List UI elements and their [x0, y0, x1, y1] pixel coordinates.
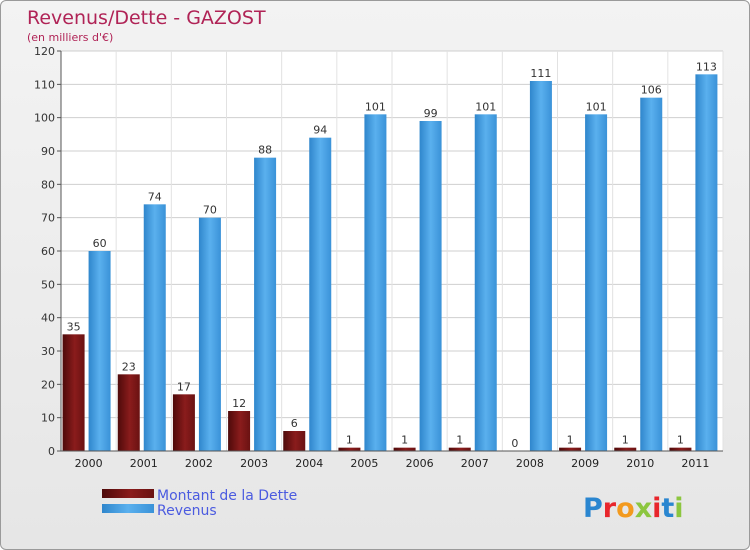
debt-value-label: 1 — [346, 434, 353, 447]
debt-value-label: 12 — [232, 397, 246, 410]
logo-letter: r — [603, 493, 617, 524]
grid-layer — [60, 50, 724, 452]
revenue-value-label: 106 — [641, 84, 662, 97]
debt-bar — [117, 374, 140, 451]
x-tick-label: 2009 — [571, 457, 599, 470]
y-tick-label: 110 — [34, 78, 55, 91]
revenue-value-label: 101 — [586, 100, 607, 113]
x-tick-label: 2000 — [75, 457, 103, 470]
y-tick-label: 50 — [41, 278, 55, 291]
debt-bar — [228, 411, 251, 451]
debt-value-label: 17 — [177, 380, 191, 393]
revenue-bar — [254, 157, 277, 451]
debt-bar — [283, 431, 306, 451]
y-tick-label: 0 — [48, 445, 55, 458]
legend-swatch-revenue — [102, 504, 154, 513]
revenue-bar — [198, 217, 221, 451]
debt-value-label: 1 — [677, 434, 684, 447]
debt-value-label: 6 — [291, 417, 298, 430]
debt-value-label: 1 — [567, 434, 574, 447]
y-tick-label: 20 — [41, 378, 55, 391]
legend-label-revenue: Revenus — [157, 503, 217, 519]
revenue-value-label: 94 — [313, 124, 327, 137]
debt-bar — [669, 447, 692, 451]
y-tick-label: 120 — [34, 45, 55, 58]
debt-value-label: 23 — [122, 360, 136, 373]
y-tick-label: 40 — [41, 312, 55, 325]
revenue-bar — [529, 81, 552, 451]
legend-label-debt: Montant de la Dette — [157, 488, 297, 504]
debt-bar — [62, 334, 85, 451]
y-tick-label: 80 — [41, 178, 55, 191]
y-tick-label: 100 — [34, 112, 55, 125]
x-tick-label: 2001 — [130, 457, 158, 470]
x-tick-label: 2002 — [185, 457, 213, 470]
y-tick-label: 60 — [41, 245, 55, 258]
revenue-value-label: 60 — [93, 237, 107, 250]
logo-letter: P — [583, 493, 603, 524]
chart-subtitle: (en milliers d'€) — [27, 31, 113, 44]
revenue-value-label: 70 — [203, 204, 217, 217]
debt-bar — [559, 447, 582, 451]
revenue-value-label: 101 — [475, 100, 496, 113]
x-tick-label: 2008 — [516, 457, 544, 470]
revenue-bar — [585, 114, 608, 451]
x-tick-label: 2005 — [350, 457, 378, 470]
x-tick-label: 2007 — [461, 457, 489, 470]
legend-swatch-debt — [102, 489, 154, 498]
y-tick-label: 90 — [41, 145, 55, 158]
debt-value-label: 35 — [67, 320, 81, 333]
debt-bar — [393, 447, 416, 451]
revenue-bar — [474, 114, 497, 451]
revenue-value-label: 101 — [365, 100, 386, 113]
logo-letter: t — [661, 493, 674, 524]
debt-bar — [338, 447, 361, 451]
debt-value-label: 1 — [456, 434, 463, 447]
chart-title: Revenus/Dette - GAZOST — [27, 7, 266, 29]
x-tick-label: 2010 — [626, 457, 654, 470]
revenue-value-label: 113 — [696, 60, 717, 73]
revenue-bar — [695, 74, 718, 451]
logo-letter: o — [616, 493, 635, 524]
revenue-bar — [640, 97, 663, 452]
revenue-value-label: 88 — [258, 144, 272, 157]
revenue-bar — [309, 137, 332, 451]
legend: Montant de la Dette Revenus — [102, 488, 297, 519]
revenue-bar — [143, 204, 166, 451]
debt-bar — [172, 394, 195, 451]
debt-bar — [448, 447, 471, 451]
debt-bar — [614, 447, 637, 451]
debt-value-label: 0 — [511, 437, 518, 450]
debt-value-label: 1 — [622, 434, 629, 447]
revenue-bar — [364, 114, 387, 451]
revenue-bar — [419, 121, 442, 451]
revenue-value-label: 99 — [424, 107, 438, 120]
revenue-value-label: 74 — [148, 190, 162, 203]
proxiti-logo: Proxiti — [583, 493, 684, 524]
proxiti-logo-text: Proxiti — [583, 493, 684, 524]
x-tick-label: 2006 — [406, 457, 434, 470]
bars-layer: 3560237417701288694110119911010111110111… — [62, 60, 718, 452]
x-tick-label: 2011 — [681, 457, 709, 470]
x-tick-label: 2004 — [295, 457, 323, 470]
y-tick-label: 30 — [41, 345, 55, 358]
x-tick-label: 2003 — [240, 457, 268, 470]
logo-letter: x — [635, 493, 652, 524]
logo-letter: i — [652, 493, 661, 524]
logo-letter: i — [674, 493, 683, 524]
y-tick-label: 70 — [41, 212, 55, 225]
revenue-bar — [88, 251, 111, 451]
revenue-value-label: 111 — [530, 67, 551, 80]
debt-value-label: 1 — [401, 434, 408, 447]
y-tick-label: 10 — [41, 412, 55, 425]
